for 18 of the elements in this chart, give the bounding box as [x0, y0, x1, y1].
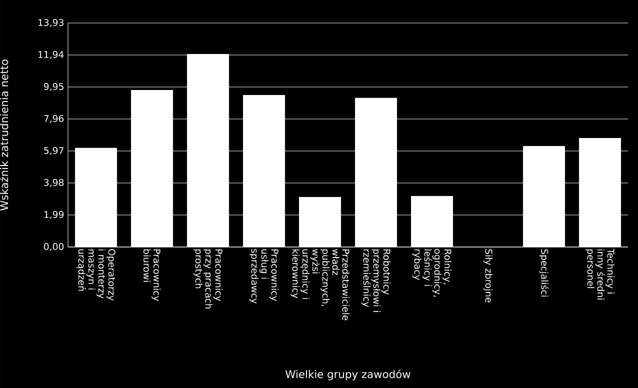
y-tick-label: 11,94	[38, 50, 64, 59]
x-tick-label: Przedstawiciele władz publicznych, wyżsi urzędnicy i kierownicy	[290, 248, 350, 320]
x-tick-label: Technicy i inny średni personel	[585, 248, 615, 300]
x-tick-label: Pracownicy biurowi	[143, 249, 161, 301]
x-tick-label: Operatorzy i monterzy maszyn i urządzeń	[76, 249, 116, 301]
y-tick-label: 9,95	[44, 82, 64, 91]
x-axis-title: Wielkie grupy zawodów	[286, 370, 410, 380]
x-tick-label: Pracownicy usług i sprzedawcy	[249, 249, 279, 304]
x-tick-label: Rolnicy, ogrodnicy, leśnicy i rybacy	[412, 249, 452, 297]
x-tick-label: Siły zbrojne	[483, 249, 493, 302]
y-tick-label: 3,98	[44, 178, 64, 187]
y-tick-label: 1,99	[44, 210, 64, 219]
y-tick-label: 7,96	[44, 114, 64, 123]
y-tick-label: 13,93	[38, 18, 64, 27]
y-tick-label: 5,97	[44, 146, 64, 155]
x-tick-label: Pracownicy przy pracach prostych	[193, 249, 223, 308]
y-tick-label: 0,00	[44, 242, 64, 251]
x-tick-label: Specjaliści	[539, 249, 549, 297]
